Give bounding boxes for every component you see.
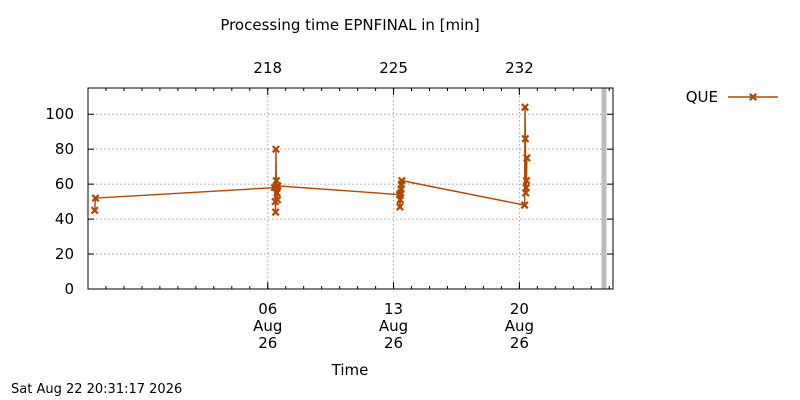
marker-core	[398, 198, 402, 202]
marker-core	[525, 156, 529, 160]
data-point	[90, 206, 99, 215]
marker-core	[399, 191, 403, 195]
data-point	[273, 188, 282, 197]
data-point	[521, 103, 529, 112]
data-point	[273, 195, 282, 204]
data-point	[520, 201, 529, 210]
data-point	[522, 183, 531, 192]
legend-marker	[749, 93, 757, 101]
chart-title: Processing time EPNFINAL in [min]	[220, 16, 479, 34]
marker-core	[93, 196, 98, 200]
marker-core	[524, 179, 529, 183]
plot-frame	[87, 87, 614, 290]
marker-core	[400, 179, 404, 183]
data-point	[272, 176, 281, 185]
data-point	[272, 145, 280, 154]
x-tick-label: 13	[384, 300, 403, 318]
y-tick-label: 60	[55, 175, 74, 193]
data-point	[396, 195, 405, 204]
data-point	[273, 181, 282, 190]
marker-core	[93, 208, 97, 212]
plot-border	[87, 87, 614, 290]
timestamp-footer: Sat Aug 22 20:31:17 2026	[11, 382, 183, 397]
x-tick-label: Aug	[253, 317, 282, 335]
x2-tick-label: 218	[253, 59, 282, 77]
marker-core	[523, 203, 527, 207]
y-tick-label: 80	[55, 140, 74, 158]
x-tick-label: 26	[258, 334, 277, 352]
data-point	[522, 176, 531, 185]
data-point	[521, 134, 530, 143]
y-tick-label: 0	[64, 280, 74, 298]
y-tick-label: 20	[55, 245, 74, 263]
data-point	[271, 208, 280, 217]
marker-core	[275, 198, 280, 202]
x-tick-label: 20	[510, 300, 529, 318]
data-point	[522, 153, 531, 162]
x-axis-label: Time	[331, 361, 369, 379]
legend-label: QUE	[686, 88, 718, 106]
marker-core	[523, 137, 527, 141]
marker-core	[523, 105, 527, 109]
marker-core	[751, 95, 755, 99]
x-tick-label: 26	[510, 334, 529, 352]
marker-core	[272, 186, 277, 190]
y-tick-label: 100	[45, 105, 74, 123]
marker-core	[524, 191, 528, 195]
x-tick-label: Aug	[379, 317, 408, 335]
marker-core	[276, 184, 280, 188]
x-tick-label: 26	[384, 334, 403, 352]
marker-core	[274, 210, 278, 214]
grid	[88, 88, 613, 289]
y-tick-label: 40	[55, 210, 74, 228]
marker-core	[275, 191, 279, 195]
marker-core	[398, 205, 402, 209]
x-tick-label: 06	[258, 300, 277, 318]
data-point	[397, 176, 406, 185]
current-time-marker	[601, 88, 607, 289]
data-point	[395, 202, 404, 211]
series-line-que	[94, 107, 528, 213]
x2-tick-label: 232	[505, 59, 534, 77]
marker-core	[524, 186, 528, 190]
data-point	[91, 194, 100, 203]
legend: QUE	[686, 88, 778, 106]
marker-core	[274, 179, 278, 183]
x-tick-label: Aug	[505, 317, 534, 335]
marker-core	[274, 147, 278, 151]
marker-core	[399, 187, 403, 191]
series-layer	[90, 103, 531, 217]
marker-core	[399, 182, 404, 186]
x2-tick-label: 225	[379, 59, 408, 77]
